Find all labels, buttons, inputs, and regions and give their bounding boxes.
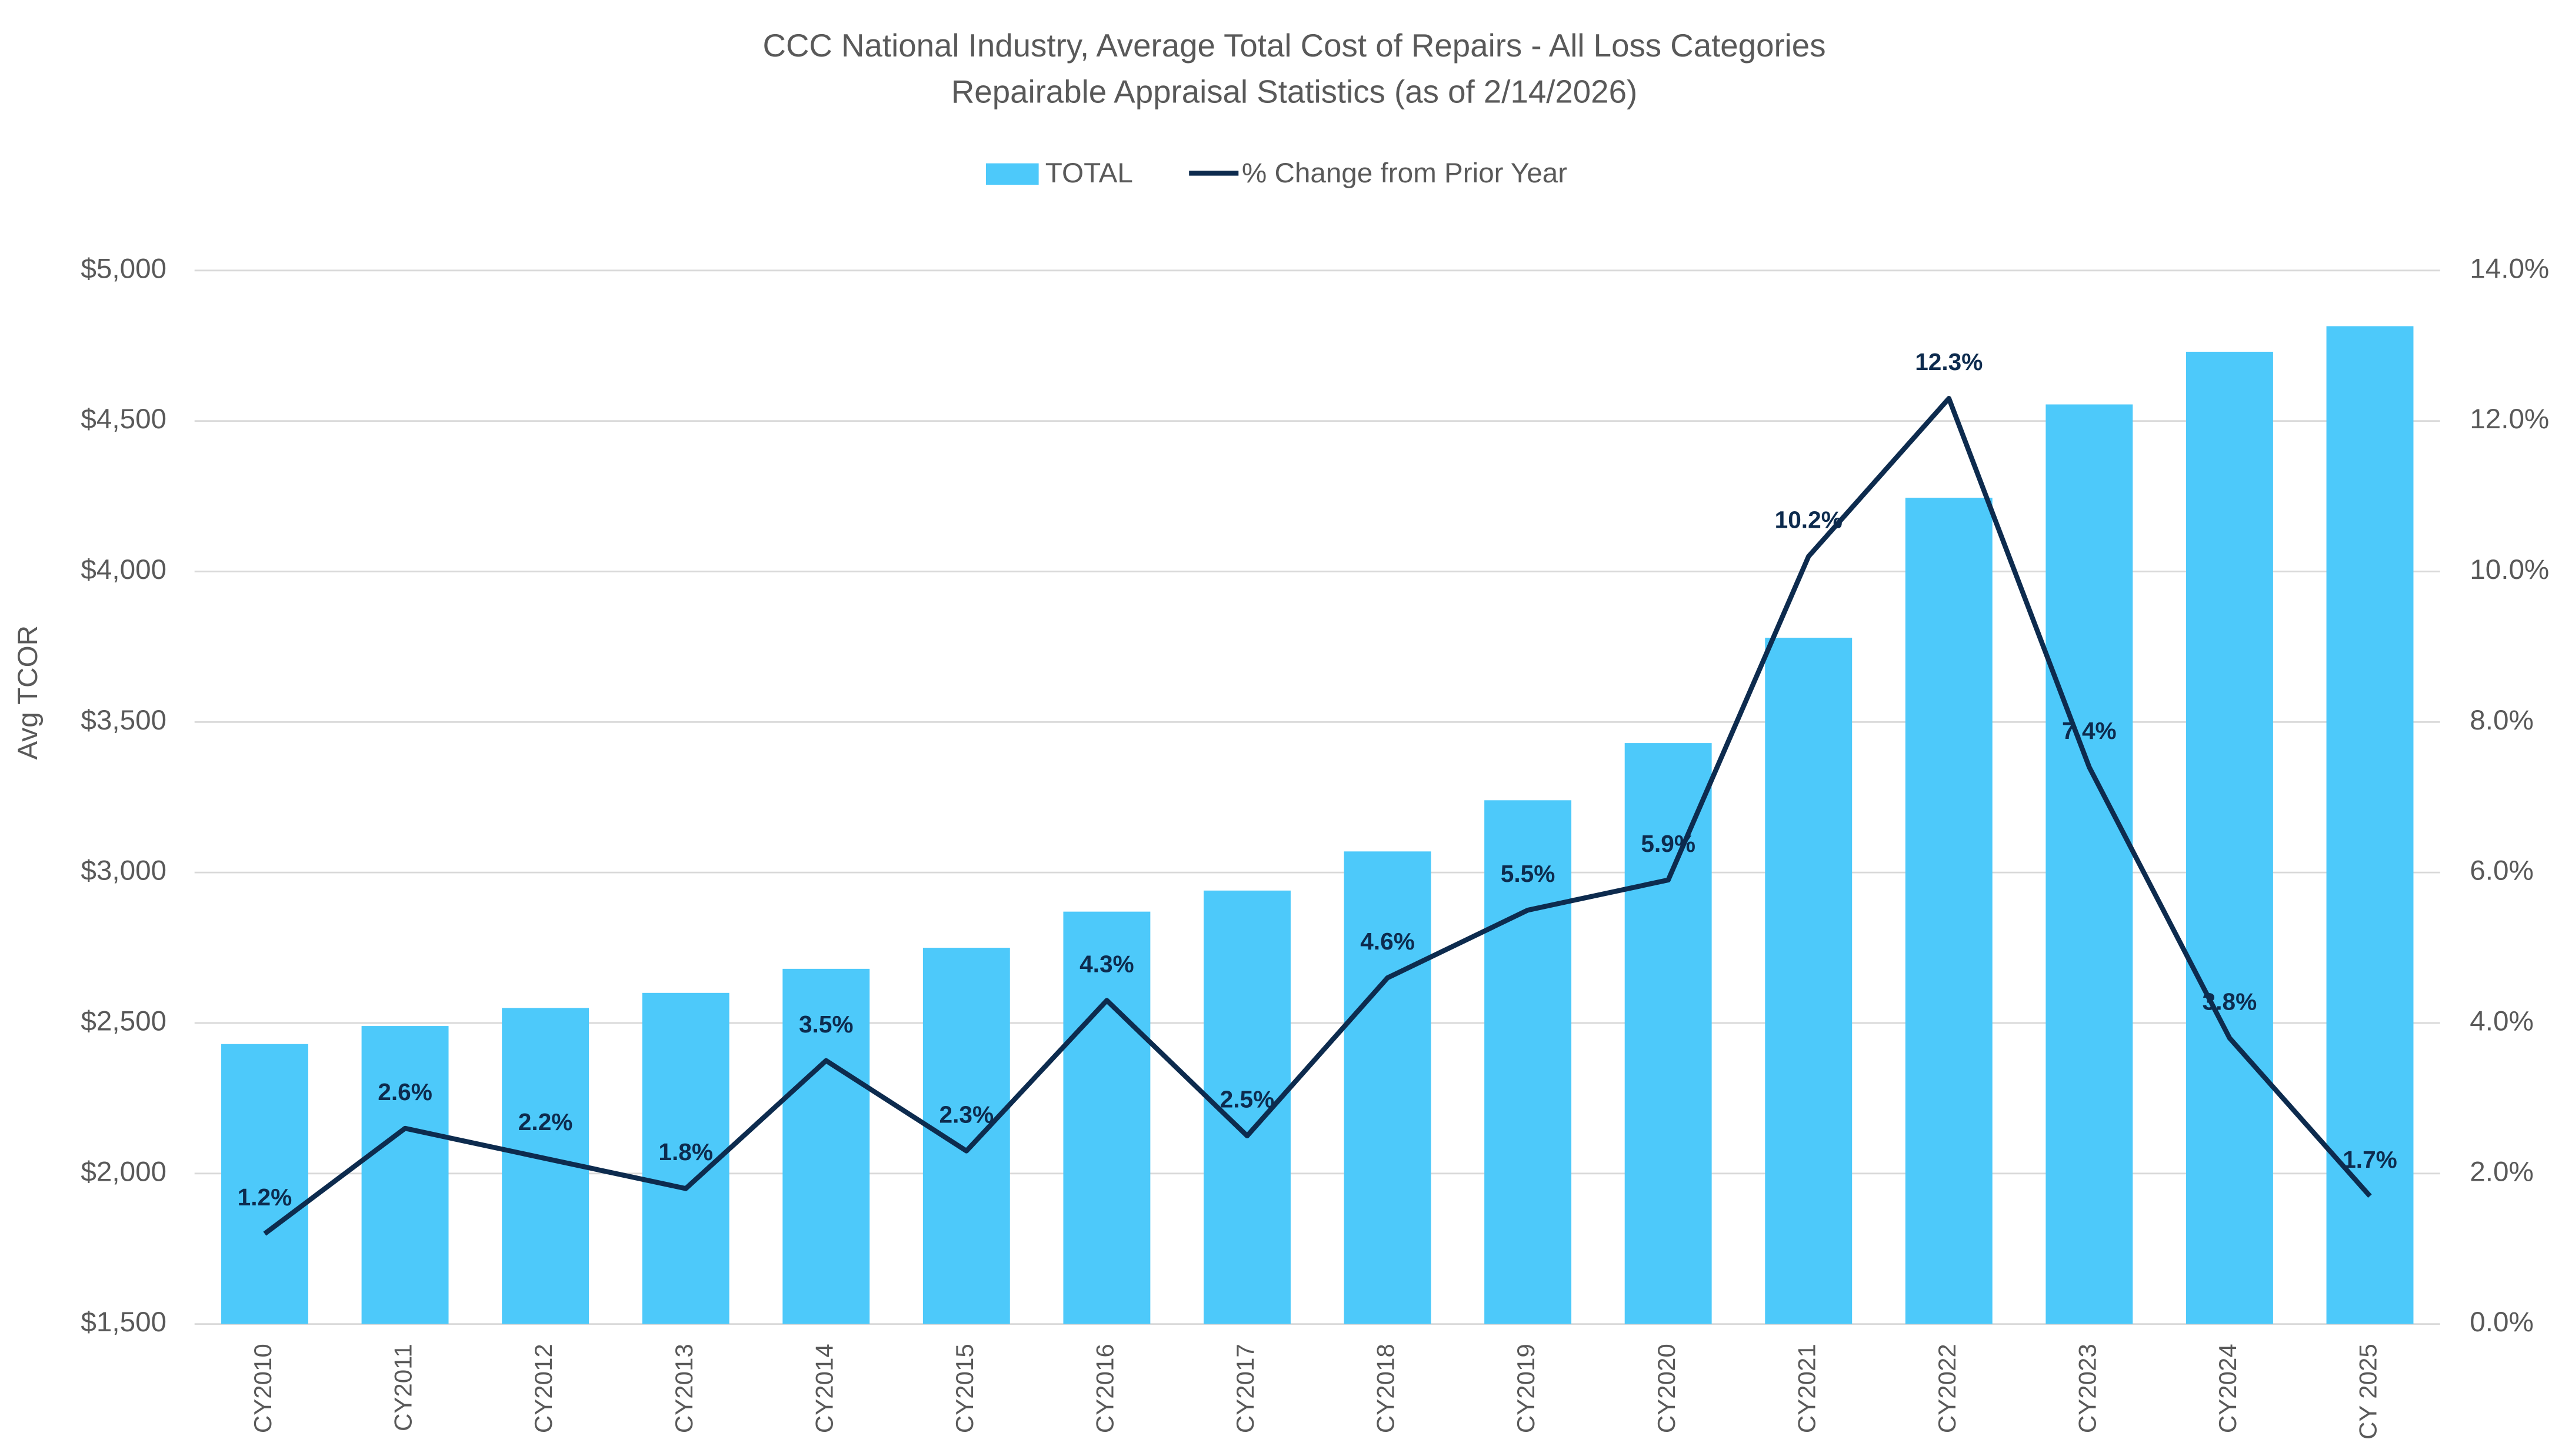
bar (221, 1044, 308, 1324)
y-tick-label: $2,500 (81, 1006, 166, 1037)
data-label: 5.9% (1641, 830, 1695, 857)
y2-tick-label: 4.0% (2470, 1006, 2534, 1037)
legend-swatch (985, 163, 1039, 185)
bar (361, 1026, 449, 1324)
bar (922, 948, 1010, 1324)
x-tick-label: CY2024 (2214, 1344, 2241, 1433)
x-tick-label: CY2014 (810, 1344, 838, 1433)
x-tick-label: CY2023 (2073, 1344, 2101, 1433)
bar (1484, 800, 1572, 1324)
x-tick-label: CY2021 (1793, 1344, 1820, 1433)
bar (2185, 351, 2273, 1324)
y2-tick-label: 2.0% (2470, 1156, 2534, 1187)
data-label: 4.6% (1360, 928, 1415, 955)
bar (1063, 911, 1151, 1324)
y2-tick-label: 12.0% (2470, 404, 2549, 435)
x-tick-label: CY2020 (1653, 1344, 1680, 1433)
data-label: 1.7% (2343, 1146, 2397, 1173)
legend-label: TOTAL (1045, 158, 1133, 189)
data-label: 2.6% (378, 1078, 432, 1105)
y2-tick-label: 0.0% (2470, 1307, 2534, 1338)
bar (1765, 638, 1853, 1324)
x-tick-label: CY2015 (951, 1344, 978, 1433)
data-label: 3.8% (2203, 988, 2257, 1015)
y2-tick-label: 10.0% (2470, 554, 2549, 585)
bar (1905, 498, 1993, 1324)
bar (1344, 851, 1431, 1324)
y-tick-label: $5,000 (81, 253, 166, 284)
x-tick-label: CY2017 (1231, 1344, 1259, 1433)
y-tick-label: $2,000 (81, 1156, 166, 1187)
data-label: 4.3% (1080, 950, 1134, 977)
data-label: 2.3% (939, 1101, 994, 1128)
x-tick-label: CY2011 (389, 1344, 417, 1431)
y-tick-label: $4,000 (81, 554, 166, 585)
chart-title: CCC National Industry, Average Total Cos… (762, 28, 1825, 64)
y2-tick-label: 8.0% (2470, 705, 2534, 736)
y-axis-label: Avg TCOR (12, 625, 44, 760)
bar (782, 968, 870, 1324)
y-tick-label: $1,500 (81, 1307, 166, 1338)
x-tick-label: CY2016 (1091, 1344, 1119, 1433)
y-tick-label: $3,000 (81, 855, 166, 887)
x-tick-label: CY2019 (1512, 1344, 1540, 1433)
data-label: 2.2% (518, 1108, 573, 1135)
data-label: 1.2% (238, 1184, 292, 1211)
legend-label: % Change from Prior Year (1242, 158, 1567, 189)
x-tick-label: CY2010 (249, 1344, 276, 1433)
y-tick-label: $3,500 (81, 705, 166, 736)
data-label: 12.3% (1915, 348, 1983, 375)
x-tick-label: CY2012 (529, 1344, 557, 1433)
data-label: 5.5% (1501, 860, 1555, 887)
line (263, 396, 2372, 1236)
bar (2045, 404, 2133, 1324)
data-label: 7.4% (2062, 717, 2117, 744)
chart-subtitle: Repairable Appraisal Statistics (as of 2… (951, 74, 1637, 109)
bar (642, 992, 729, 1324)
y-tick-label: $4,500 (81, 404, 166, 435)
data-label: 3.5% (799, 1011, 854, 1038)
bar (2326, 326, 2414, 1324)
x-tick-label: CY2013 (670, 1344, 698, 1433)
bar (1624, 743, 1712, 1324)
y2-tick-label: 14.0% (2470, 253, 2549, 284)
data-label: 2.5% (1220, 1086, 1275, 1113)
y2-tick-label: 6.0% (2470, 855, 2534, 887)
x-tick-label: CY 2025 (2354, 1344, 2382, 1440)
data-label: 1.8% (658, 1138, 713, 1165)
data-label: 10.2% (1775, 507, 1843, 534)
x-tick-label: CY2018 (1372, 1344, 1400, 1433)
x-tick-label: CY2022 (1933, 1344, 1961, 1433)
